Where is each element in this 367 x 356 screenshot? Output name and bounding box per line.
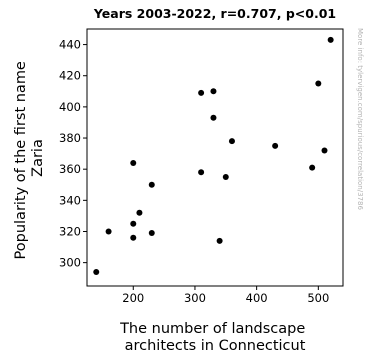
data-point	[327, 36, 334, 43]
data-point	[228, 138, 235, 145]
data-point	[130, 220, 137, 227]
x-tick-label: 500	[307, 291, 329, 305]
data-point	[93, 268, 100, 275]
x-tick-label: 400	[246, 291, 268, 305]
data-point	[210, 114, 217, 121]
x-axis-ticks: 200 300 400 500	[122, 286, 329, 305]
data-point	[148, 230, 155, 237]
y-tick-label: 420	[59, 69, 81, 83]
data-point	[321, 147, 328, 154]
data-point	[272, 142, 279, 149]
data-point	[148, 181, 155, 188]
y-axis-label: Popularity of the first name Zaria	[13, 57, 46, 260]
data-points	[93, 36, 334, 275]
y-tick-label: 400	[59, 100, 81, 114]
data-point	[130, 234, 137, 241]
y-tick-label: 380	[59, 131, 81, 145]
y-axis-ticks: 300 320 340 360 380 400 420 440	[59, 38, 87, 270]
data-point	[210, 88, 217, 95]
y-tick-label: 320	[59, 224, 81, 238]
y-axis-label-line-1: Popularity of the first name	[13, 61, 29, 259]
y-axis-label-line-2: Zaria	[30, 139, 46, 177]
data-point	[130, 159, 137, 166]
y-tick-label: 300	[59, 256, 81, 270]
plot-frame	[86, 28, 344, 287]
x-axis-label: The number of landscape architects in Co…	[119, 321, 310, 354]
x-tick-label: 200	[122, 291, 144, 305]
chart-title: Years 2003-2022, r=0.707, p<0.01	[93, 6, 336, 21]
y-tick-label: 360	[59, 162, 81, 176]
x-axis-label-line-1: The number of landscape	[119, 321, 305, 337]
source-watermark: More info: tylervigen.com/spurious/corre…	[356, 28, 364, 210]
data-point	[315, 80, 322, 87]
x-tick-label: 300	[184, 291, 206, 305]
y-tick-label: 340	[59, 193, 81, 207]
data-point	[136, 209, 143, 216]
data-point	[198, 169, 205, 176]
x-axis-label-line-2: architects in Connecticut	[125, 338, 306, 354]
data-point	[105, 228, 112, 235]
data-point	[309, 164, 316, 171]
data-point	[198, 89, 205, 96]
data-point	[222, 173, 229, 180]
y-tick-label: 440	[59, 38, 81, 52]
data-point	[216, 237, 223, 244]
